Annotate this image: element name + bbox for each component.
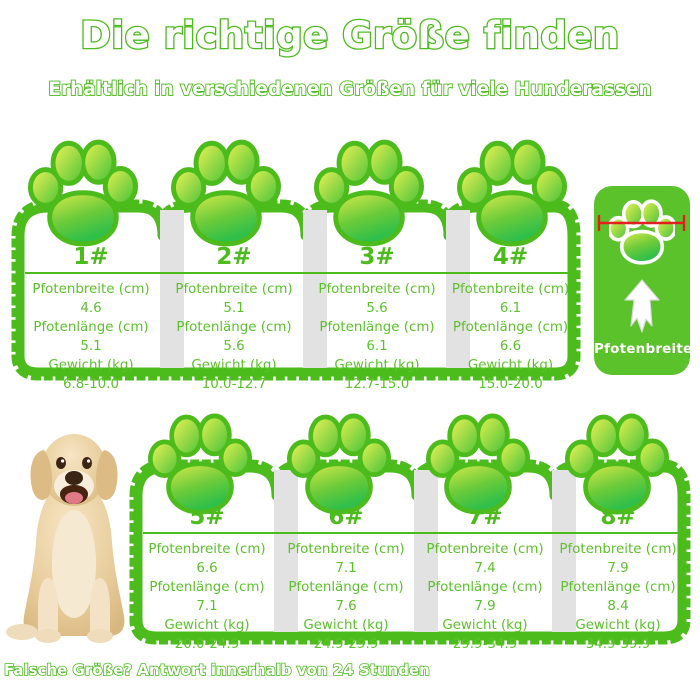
spec-weight-value: 10.0-12.7	[201, 377, 267, 393]
spec-paw-length-label: Pfotenlänge (cm)	[427, 580, 543, 596]
response-time-note: Falsche Größe? Antwort innerhalb von 24 …	[3, 660, 430, 680]
spec-paw-width-value: 6.6	[196, 561, 218, 577]
spec-weight-value: 29.9-34.9	[452, 637, 518, 653]
spec-paw-width-label: Pfotenbreite (cm)	[318, 282, 436, 297]
size-specs-5: Pfotenbreite (cm) 6.6 Pfotenlänge (cm) 7…	[138, 540, 276, 654]
measure-line-icon	[597, 215, 686, 231]
size-specs-1: Pfotenbreite (cm) 4.6 Pfotenlänge (cm) 5…	[20, 280, 162, 394]
spec-paw-width-label: Pfotenbreite (cm)	[559, 542, 677, 557]
column-separator	[160, 210, 184, 368]
spec-paw-width-value: 6.1	[499, 301, 522, 317]
paw-icon-size-8	[565, 413, 669, 515]
spec-paw-length-label: Pfotenlänge (cm)	[288, 580, 404, 596]
spec-weight-label: Gewicht (kg)	[442, 618, 528, 634]
spec-paw-length-label: Pfotenlänge (cm)	[149, 580, 265, 596]
paw-icon-size-1	[28, 139, 138, 247]
spec-paw-length-value: 8.4	[607, 599, 629, 615]
size-specs-2: Pfotenbreite (cm) 5.1 Pfotenlänge (cm) 5…	[163, 280, 305, 394]
spec-paw-width-label: Pfotenbreite (cm)	[175, 282, 293, 297]
spec-weight-value: 6.8-10.0	[63, 377, 119, 393]
spec-paw-width-value: 4.6	[80, 301, 102, 317]
column-separator	[446, 210, 470, 368]
column-separator	[274, 470, 298, 632]
paw-width-measure-panel: Pfotenbreite	[594, 186, 693, 375]
spec-paw-length-value: 7.6	[335, 599, 357, 615]
spec-paw-length-label: Pfotenlänge (cm)	[176, 320, 292, 336]
spec-paw-length-value: 5.6	[223, 339, 245, 355]
spec-paw-width-label: Pfotenbreite (cm)	[148, 542, 266, 557]
paw-icon-measure	[609, 199, 675, 265]
spec-paw-length-label: Pfotenlänge (cm)	[319, 320, 435, 336]
row-2-divider	[143, 532, 678, 534]
spec-weight-label: Gewicht (kg)	[575, 618, 661, 634]
page-title: Die richtige Größe finden	[79, 13, 621, 59]
spec-weight-label: Gewicht (kg)	[164, 618, 250, 634]
golden-retriever-photo	[6, 434, 125, 643]
size-label-4: 4#	[492, 244, 529, 270]
spec-paw-length-value: 6.6	[499, 339, 522, 355]
spec-paw-width-label: Pfotenbreite (cm)	[287, 542, 405, 557]
spec-paw-length-label: Pfotenlänge (cm)	[560, 580, 676, 596]
spec-paw-width-value: 7.9	[607, 561, 629, 577]
spec-weight-value: 34.9-39.9	[585, 637, 651, 653]
spec-paw-length-value: 6.1	[366, 339, 388, 355]
paw-icon-size-2	[171, 139, 281, 247]
size-label-1: 1#	[73, 244, 109, 270]
spec-paw-width-label: Pfotenbreite (cm)	[451, 282, 570, 297]
spec-paw-length-label: Pfotenlänge (cm)	[452, 320, 569, 336]
spec-weight-label: Gewicht (kg)	[303, 618, 389, 634]
paw-icon-size-4	[457, 139, 567, 247]
spec-paw-length-value: 7.1	[196, 599, 218, 615]
size-row-2-frame: 5# 6# 7# 8# Pfotenbreite (cm) 6.6 Pfoten…	[128, 452, 692, 652]
spec-paw-width-label: Pfotenbreite (cm)	[426, 542, 544, 557]
size-label-2: 2#	[216, 244, 252, 270]
spec-paw-length-value: 7.9	[474, 599, 496, 615]
spec-paw-length-label: Pfotenlänge (cm)	[33, 320, 149, 336]
row-1-divider	[25, 272, 568, 274]
spec-weight-label: Gewicht (kg)	[191, 358, 277, 374]
page-subtitle: Erhältlich in verschiedenen Größen für v…	[47, 78, 652, 101]
paw-icon-size-6	[287, 413, 391, 515]
paw-width-caption: Pfotenbreite	[594, 341, 693, 357]
paw-icon-size-7	[426, 413, 530, 515]
column-separator	[414, 470, 438, 632]
spec-paw-width-value: 7.1	[335, 561, 357, 577]
column-separator	[552, 470, 576, 632]
column-separator	[303, 210, 327, 368]
spec-weight-value: 15.0-20.0	[478, 377, 543, 393]
spec-paw-length-value: 5.1	[80, 339, 102, 355]
up-arrow-icon	[624, 279, 660, 333]
spec-weight-value: 24.9-29.9	[313, 637, 379, 653]
size-specs-3: Pfotenbreite (cm) 5.6 Pfotenlänge (cm) 6…	[306, 280, 448, 394]
spec-weight-label: Gewicht (kg)	[48, 358, 134, 374]
size-row-1-frame: 1# 2# 3# 4# Pfotenbreite (cm) 4.6 Pfoten…	[10, 196, 582, 392]
size-specs-8: Pfotenbreite (cm) 7.9 Pfotenlänge (cm) 8…	[555, 540, 681, 654]
size-specs-4: Pfotenbreite (cm) 6.1 Pfotenlänge (cm) 6…	[449, 280, 572, 394]
spec-paw-width-value: 5.6	[366, 301, 388, 317]
paw-icon-size-3	[314, 139, 424, 247]
spec-paw-width-label: Pfotenbreite (cm)	[32, 282, 150, 297]
spec-weight-value: 20.0-24.9	[174, 637, 240, 653]
size-label-3: 3#	[359, 244, 395, 270]
spec-weight-label: Gewicht (kg)	[334, 358, 420, 374]
paw-icon-size-5	[148, 413, 252, 515]
spec-weight-value: 12.7-15.0	[344, 377, 410, 393]
size-specs-6: Pfotenbreite (cm) 7.1 Pfotenlänge (cm) 7…	[277, 540, 415, 654]
spec-paw-width-value: 5.1	[223, 301, 245, 317]
spec-paw-width-value: 7.4	[474, 561, 496, 577]
size-specs-7: Pfotenbreite (cm) 7.4 Pfotenlänge (cm) 7…	[416, 540, 554, 654]
spec-weight-label: Gewicht (kg)	[467, 358, 554, 374]
